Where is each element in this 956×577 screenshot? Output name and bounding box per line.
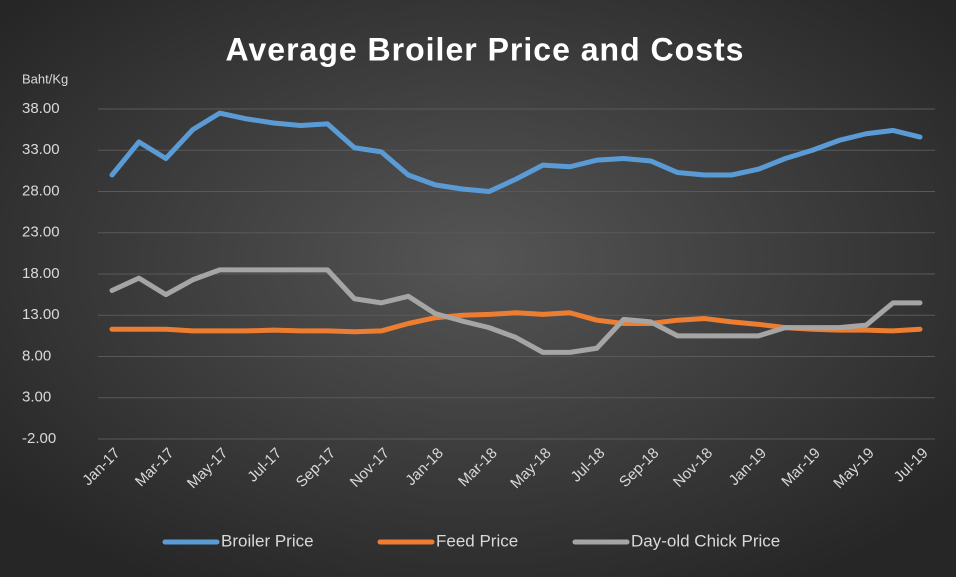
y-tick-label: 13.00 bbox=[22, 306, 60, 323]
y-tick-label: 33.00 bbox=[22, 141, 60, 158]
y-tick-label: 28.00 bbox=[22, 182, 60, 199]
y-tick-label: 38.00 bbox=[22, 100, 60, 117]
series-line bbox=[109, 267, 923, 355]
chart-title: Average Broiler Price and Costs bbox=[226, 31, 745, 67]
y-tick-label: -2.00 bbox=[22, 430, 56, 447]
legend-label: Broiler Price bbox=[221, 531, 314, 550]
y-tick-label: 23.00 bbox=[22, 224, 60, 241]
y-axis-label: Baht/Kg bbox=[22, 71, 68, 86]
y-tick-label: 3.00 bbox=[22, 389, 51, 406]
y-tick-label: 8.00 bbox=[22, 347, 51, 364]
legend-label: Day-old Chick Price bbox=[631, 531, 780, 550]
y-tick-label: 18.00 bbox=[22, 265, 60, 282]
legend-label: Feed Price bbox=[436, 531, 518, 550]
series-line bbox=[109, 110, 923, 194]
